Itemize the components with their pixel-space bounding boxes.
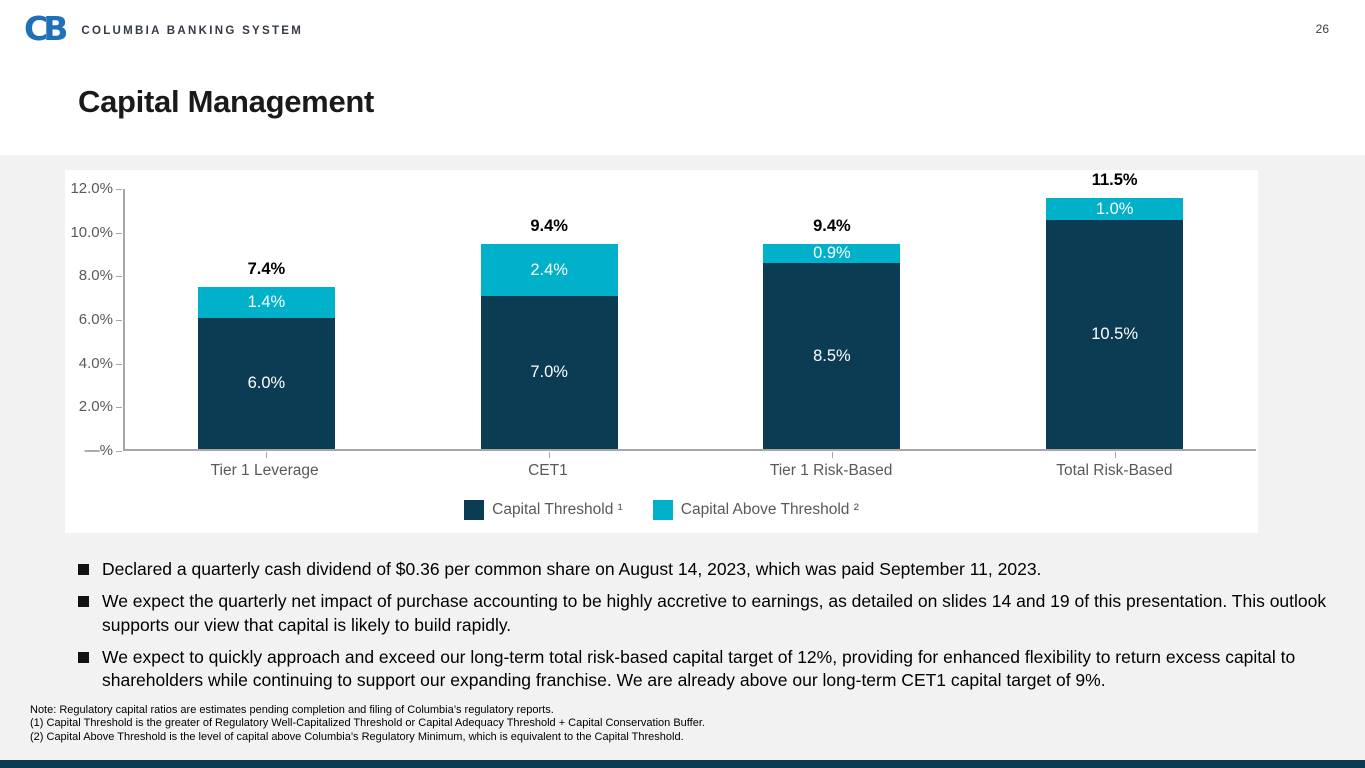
bar-total-label: 9.4% xyxy=(530,216,568,235)
bullet-square-icon xyxy=(78,651,89,663)
bar-segment: 1.0% xyxy=(1046,197,1184,220)
bar-segment: 7.0% xyxy=(480,296,618,449)
legend: Capital Threshold ¹ Capital Above Thresho… xyxy=(65,500,1258,520)
footnote-1: (1) Capital Threshold is the greater of … xyxy=(30,717,705,730)
category-label: CET1 xyxy=(528,462,568,479)
slide-header: CB COLUMBIA BANKING SYSTEM 26 Capital Ma… xyxy=(0,0,1365,155)
footnote-2: (2) Capital Above Threshold is the level… xyxy=(30,730,684,743)
stacked-bar: 9.4% 2.4% 7.0% xyxy=(480,217,618,449)
bar-segment: 10.5% xyxy=(1046,219,1184,449)
y-axis-tick-label: 8.0% xyxy=(65,267,122,285)
y-axis-tick-label: 6.0% xyxy=(65,311,122,329)
category-label: Tier 1 Risk-Based xyxy=(769,462,893,479)
bar-total-label: 11.5% xyxy=(1091,170,1138,189)
bars: 7.4% 1.4% 6.0% 9.4% 2.4% 7.0% 9.4% 0.9% 8.5% 11.5… xyxy=(125,171,1256,458)
legend-swatch xyxy=(652,500,673,520)
footnotes: Note: Regulatory capital ratios are esti… xyxy=(30,704,705,744)
page-title: Capital Management xyxy=(78,84,375,119)
bullet-square-icon xyxy=(78,564,89,575)
list-item: We expect the quarterly net impact of pu… xyxy=(78,590,1340,637)
bar-segment: 1.4% xyxy=(197,287,335,318)
legend-item: Capital Threshold ¹ xyxy=(464,500,623,520)
y-axis-tick-label: 12.0% xyxy=(65,180,122,198)
capital-ratios-chart: 12.0% 10.0% 8.0% 6.0% 4.0% 2.0% —% 7.4% 1.4% 6.0… xyxy=(65,170,1258,533)
bullet-text: We expect the quarterly net impact of pu… xyxy=(102,591,1327,635)
bar-segment: 2.4% xyxy=(480,243,618,297)
list-item: Declared a quarterly cash dividend of $0… xyxy=(78,558,1340,581)
bar-group: 9.4% 0.9% 8.5% xyxy=(691,189,974,458)
footnote-note: Note: Regulatory capital ratios are esti… xyxy=(30,704,554,716)
bullet-text: Declared a quarterly cash dividend of $0… xyxy=(102,559,1042,579)
bar-total-label: 7.4% xyxy=(247,260,286,279)
legend-label: Capital Threshold ¹ xyxy=(492,501,623,518)
y-axis-tick-label: —% xyxy=(65,442,122,460)
y-axis-tick-label: 2.0% xyxy=(65,398,122,416)
bullet-text: We expect to quickly approach and exceed… xyxy=(102,646,1296,691)
bullet-square-icon xyxy=(78,596,89,608)
bullet-list: Declared a quarterly cash dividend of $0… xyxy=(78,558,1340,701)
stacked-bar: 7.4% 1.4% 6.0% xyxy=(197,260,335,449)
page-number: 26 xyxy=(1315,22,1329,36)
plot-area: 7.4% 1.4% 6.0% 9.4% 2.4% 7.0% 9.4% 0.9% 8.5% 11.5… xyxy=(123,171,1256,458)
bar-group: 9.4% 2.4% 7.0% xyxy=(408,189,691,458)
legend-swatch xyxy=(464,500,485,520)
bar-group: 11.5% 1.0% 10.5% xyxy=(973,171,1256,458)
bar-segment: 8.5% xyxy=(763,263,901,449)
stacked-bar: 9.4% 0.9% 8.5% xyxy=(763,217,901,449)
stacked-bar: 11.5% 1.0% 10.5% xyxy=(1046,171,1184,449)
bar-segment: 0.9% xyxy=(763,243,901,264)
brand-name: COLUMBIA BANKING SYSTEM xyxy=(81,24,304,37)
list-item: We expect to quickly approach and exceed… xyxy=(78,646,1340,693)
legend-item: Capital Above Threshold ² xyxy=(652,500,859,520)
y-axis-tick-label: 4.0% xyxy=(65,355,122,373)
cb-monogram-icon: CB xyxy=(24,9,68,48)
category-labels: Tier 1 Leverage CET1 Tier 1 Risk-Based Tota… xyxy=(123,462,1256,480)
category-label: Total Risk-Based xyxy=(1056,462,1173,479)
bar-group: 7.4% 1.4% 6.0% xyxy=(125,189,408,458)
company-logo: CB COLUMBIA BANKING SYSTEM xyxy=(24,12,303,45)
bar-total-label: 9.4% xyxy=(813,216,851,235)
legend-label: Capital Above Threshold ² xyxy=(680,501,859,518)
bottom-accent-bar xyxy=(0,760,1365,768)
category-label: Tier 1 Leverage xyxy=(210,462,319,479)
bar-segment: 6.0% xyxy=(197,318,335,449)
y-axis-tick-label: 10.0% xyxy=(65,224,122,242)
